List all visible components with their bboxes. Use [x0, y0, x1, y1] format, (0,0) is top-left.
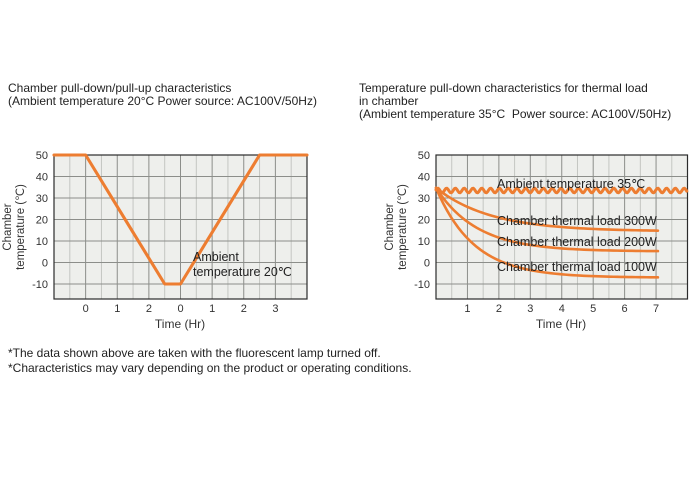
svg-text:0: 0: [83, 303, 89, 315]
svg-text:2: 2: [146, 303, 152, 315]
svg-text:2: 2: [241, 303, 247, 315]
svg-text:1: 1: [209, 303, 215, 315]
svg-text:temperature (℃): temperature (℃): [397, 184, 409, 270]
svg-text:30: 30: [36, 193, 48, 205]
svg-text:5: 5: [590, 303, 596, 315]
svg-text:7: 7: [653, 303, 659, 315]
svg-text:20: 20: [36, 215, 48, 227]
svg-text:0: 0: [424, 258, 430, 270]
svg-text:Chamber thermal load 200W: Chamber thermal load 200W: [497, 235, 657, 249]
svg-text:-10: -10: [32, 279, 48, 291]
svg-text:20: 20: [418, 215, 430, 227]
svg-text:10: 10: [418, 236, 430, 248]
svg-text:0: 0: [42, 258, 48, 270]
svg-text:temperature 20℃: temperature 20℃: [193, 265, 292, 279]
svg-text:Chamber: Chamber: [384, 203, 396, 250]
svg-text:0: 0: [177, 303, 183, 315]
svg-text:-10: -10: [414, 279, 430, 291]
svg-text:40: 40: [418, 172, 430, 184]
svg-text:2: 2: [496, 303, 502, 315]
svg-text:Time (Hr): Time (Hr): [155, 317, 205, 331]
svg-text:30: 30: [418, 193, 430, 205]
svg-text:1: 1: [114, 303, 120, 315]
svg-text:4: 4: [559, 303, 565, 315]
svg-text:1: 1: [464, 303, 470, 315]
svg-text:Chamber thermal load 100W: Chamber thermal load 100W: [497, 260, 657, 274]
svg-text:Chamber: Chamber: [2, 203, 14, 250]
svg-text:6: 6: [622, 303, 628, 315]
svg-text:Chamber thermal load 300W: Chamber thermal load 300W: [497, 214, 657, 228]
svg-text:50: 50: [36, 150, 48, 162]
svg-text:Time (Hr): Time (Hr): [536, 317, 586, 331]
svg-text:3: 3: [272, 303, 278, 315]
svg-text:temperature (℃): temperature (℃): [15, 184, 27, 270]
svg-text:Ambient temperature 35℃: Ambient temperature 35℃: [497, 177, 645, 191]
svg-text:50: 50: [418, 150, 430, 162]
svg-text:Ambient: Ambient: [193, 250, 239, 264]
svg-text:10: 10: [36, 236, 48, 248]
svg-text:40: 40: [36, 172, 48, 184]
svg-text:3: 3: [527, 303, 533, 315]
